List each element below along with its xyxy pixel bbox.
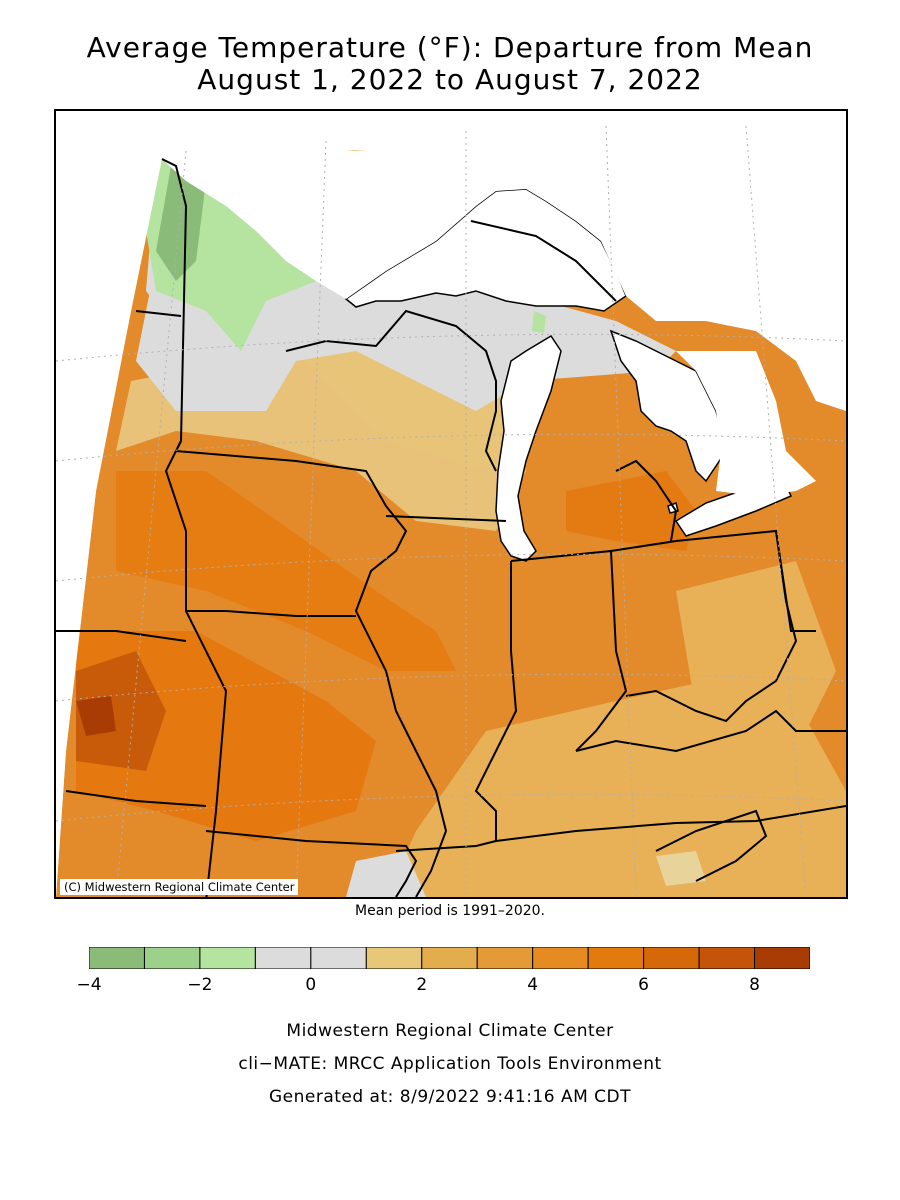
legend-swatch xyxy=(476,947,534,969)
copyright-notice: (C) Midwestern Regional Climate Center xyxy=(60,879,299,895)
legend-tick-label: 0 xyxy=(305,975,317,995)
border-ky-va xyxy=(655,809,768,882)
border-mo-ar xyxy=(205,830,418,897)
mean-period-note: Mean period is 1991–2020. xyxy=(355,903,545,919)
southern-ontario xyxy=(676,351,816,496)
legend-swatch xyxy=(754,947,810,969)
legend-tick-label: 4 xyxy=(527,975,539,995)
footer-organization: Midwestern Regional Climate Center xyxy=(286,1021,614,1041)
ontario-region xyxy=(656,111,846,411)
border-tn-mo xyxy=(395,840,497,852)
border-ks-ok xyxy=(65,790,207,807)
lon-line-2 xyxy=(295,140,327,897)
color-legend xyxy=(89,947,810,969)
legend-swatch xyxy=(365,947,423,969)
border-mi-lower xyxy=(615,459,678,542)
map-canvas xyxy=(56,111,846,897)
shade-near-normal-south xyxy=(346,851,426,897)
shade-warm-iowa xyxy=(116,471,456,671)
lon-line-1 xyxy=(115,150,187,897)
great-lakes xyxy=(344,188,792,562)
map-date-range: August 1, 2022 to August 7, 2022 xyxy=(197,63,703,96)
border-il-in xyxy=(474,561,518,841)
border-iowa-north-east xyxy=(174,440,408,632)
legend-swatch xyxy=(199,947,256,969)
border-ky-wv xyxy=(575,709,846,753)
footer-application: cli−MATE: MRCC Application Tools Environ… xyxy=(238,1054,662,1074)
border-iowa-west xyxy=(164,440,228,897)
shade-hot xyxy=(76,651,166,771)
legend-tick-label: −4 xyxy=(76,975,102,995)
legend-swatch xyxy=(643,947,700,969)
border-nd-sd xyxy=(135,310,182,317)
border-wi-il xyxy=(385,515,507,522)
shade-cool-up xyxy=(532,311,546,333)
shade-ky-light xyxy=(656,851,706,886)
legend-swatch xyxy=(254,947,312,969)
legend-swatch xyxy=(310,947,367,969)
legend-swatch xyxy=(421,947,478,969)
border-ne-ks xyxy=(56,630,187,642)
shade-hottest xyxy=(76,696,116,736)
lake-erie xyxy=(674,484,792,537)
border-wi xyxy=(285,309,497,472)
border-mn-west xyxy=(161,158,188,442)
legend-tick-label: 8 xyxy=(749,975,760,995)
outside-domain-left xyxy=(56,111,162,897)
footer-generated-time: Generated at: 8/9/2022 9:41:16 AM CDT xyxy=(268,1087,632,1107)
lon-line-4 xyxy=(605,125,637,897)
border-in-oh xyxy=(510,549,628,752)
legend-tick-label: −2 xyxy=(187,975,213,995)
temperature-shading xyxy=(56,131,846,897)
border-iowa-mo xyxy=(186,610,356,617)
border-ky-tn xyxy=(495,805,846,842)
legend-tick-label: 2 xyxy=(416,975,428,995)
legend-swatch xyxy=(698,947,756,969)
legend-labels: −4 −2 0 2 4 6 8 xyxy=(0,975,900,997)
temperature-departure-map: (C) Midwestern Regional Climate Center xyxy=(54,109,848,899)
border-mi-up xyxy=(470,220,617,302)
border-mississippi xyxy=(365,630,448,897)
legend-swatch xyxy=(532,947,589,969)
legend-swatch xyxy=(587,947,645,969)
canada-region xyxy=(162,126,826,331)
shade-appalachia xyxy=(676,561,836,751)
legend-tick-label: 6 xyxy=(638,975,650,995)
map-title: Average Temperature (°F): Departure from… xyxy=(86,31,814,64)
border-oh xyxy=(610,529,798,723)
legend-swatch xyxy=(89,947,145,969)
graticule xyxy=(56,125,846,897)
lake-huron xyxy=(609,329,727,483)
lake-michigan xyxy=(495,334,562,562)
state-borders xyxy=(56,158,846,897)
border-oh-pa xyxy=(775,530,816,632)
shade-cold xyxy=(156,166,206,281)
outside-domain-top xyxy=(56,111,846,159)
legend-swatch xyxy=(143,947,201,969)
